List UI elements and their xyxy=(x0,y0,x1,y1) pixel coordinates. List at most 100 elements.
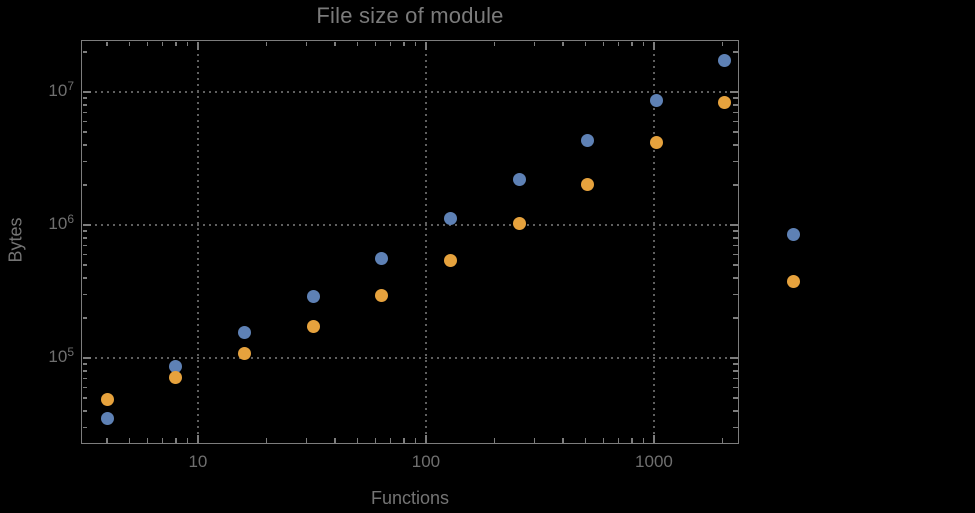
x-tick xyxy=(389,438,392,443)
y-tick xyxy=(82,184,87,186)
x-tick xyxy=(425,41,427,50)
y-tick xyxy=(733,397,738,399)
data-point-orange-series xyxy=(100,392,114,406)
y-tick xyxy=(82,144,87,146)
data-point-blue-series xyxy=(443,211,457,225)
x-tick xyxy=(721,41,724,46)
data-point-orange-series xyxy=(306,320,320,334)
data-point-blue-series xyxy=(237,326,251,340)
y-tick xyxy=(82,91,91,93)
y-tick xyxy=(82,51,87,53)
x-tick xyxy=(584,438,587,443)
y-tick xyxy=(82,277,87,279)
x-tick xyxy=(305,438,308,443)
y-tick xyxy=(733,144,738,146)
x-tick xyxy=(175,438,177,443)
x-tick xyxy=(305,41,308,46)
y-tick xyxy=(82,237,87,239)
x-tick xyxy=(631,41,633,46)
y-tick xyxy=(733,244,738,247)
data-point-blue-series xyxy=(581,133,595,147)
y-tick xyxy=(82,253,87,256)
data-point-orange-series xyxy=(787,275,801,289)
y-tick xyxy=(729,91,738,93)
y-tick xyxy=(733,386,738,389)
x-tick xyxy=(617,41,620,46)
gridline-vertical xyxy=(424,41,427,443)
data-point-blue-series xyxy=(718,53,732,67)
data-point-blue-series xyxy=(169,359,183,373)
data-point-orange-series xyxy=(237,347,251,361)
data-point-orange-series xyxy=(443,254,457,268)
y-tick-label: 106 xyxy=(48,212,74,234)
x-tick xyxy=(161,41,164,46)
x-tick xyxy=(602,41,605,46)
y-tick xyxy=(733,377,738,380)
x-tick xyxy=(562,438,564,443)
data-point-orange-series xyxy=(169,371,183,385)
y-tick xyxy=(82,377,87,380)
y-tick xyxy=(82,111,87,114)
y-tick xyxy=(733,410,738,412)
y-tick xyxy=(82,120,87,123)
data-point-blue-series xyxy=(100,412,114,426)
y-tick xyxy=(82,230,87,232)
x-tick xyxy=(356,438,359,443)
y-tick-label: 105 xyxy=(48,345,74,367)
gridline-horizontal xyxy=(82,357,738,360)
gridline-horizontal xyxy=(82,224,738,227)
x-tick xyxy=(128,41,131,46)
x-tick xyxy=(642,438,645,443)
gridline-vertical xyxy=(196,41,199,443)
y-tick xyxy=(82,97,87,99)
y-tick xyxy=(733,363,738,365)
y-tick xyxy=(733,104,738,106)
x-tick-label: 10 xyxy=(188,452,208,471)
data-point-blue-series xyxy=(649,93,663,107)
x-tick xyxy=(403,41,405,46)
x-tick xyxy=(602,438,605,443)
x-tick xyxy=(493,438,496,443)
gridline-vertical xyxy=(652,41,655,443)
y-tick xyxy=(733,131,738,133)
x-tick xyxy=(653,434,655,443)
y-tick xyxy=(82,293,87,296)
y-tick xyxy=(733,253,738,256)
y-tick xyxy=(82,370,87,372)
y-tick xyxy=(733,184,738,186)
x-tick xyxy=(617,438,620,443)
data-point-orange-series xyxy=(581,177,595,191)
y-tick xyxy=(733,160,738,163)
x-tick xyxy=(642,41,645,46)
plot-frame xyxy=(81,40,739,444)
x-tick xyxy=(533,41,536,46)
x-tick xyxy=(493,41,496,46)
x-tick xyxy=(106,41,108,46)
x-tick xyxy=(197,41,199,50)
x-tick xyxy=(175,41,177,46)
x-tick xyxy=(146,41,149,46)
y-tick xyxy=(82,131,87,133)
y-tick xyxy=(733,370,738,372)
x-tick-label: 100 xyxy=(411,452,441,471)
y-tick xyxy=(82,386,87,389)
data-point-orange-series xyxy=(512,216,526,230)
y-tick xyxy=(733,264,738,266)
y-tick xyxy=(82,244,87,247)
y-tick xyxy=(733,230,738,232)
data-point-orange-series xyxy=(375,288,389,302)
y-tick xyxy=(82,363,87,365)
y-tick xyxy=(82,426,87,429)
y-tick xyxy=(82,224,91,226)
y-tick xyxy=(733,111,738,114)
y-tick xyxy=(733,120,738,123)
data-point-blue-series xyxy=(787,227,801,241)
x-tick xyxy=(403,438,405,443)
y-tick xyxy=(82,317,87,319)
y-tick xyxy=(733,237,738,239)
y-tick xyxy=(82,397,87,399)
x-tick xyxy=(631,438,633,443)
y-tick xyxy=(82,357,91,359)
y-tick xyxy=(733,293,738,296)
y-tick-label: 107 xyxy=(48,79,74,100)
